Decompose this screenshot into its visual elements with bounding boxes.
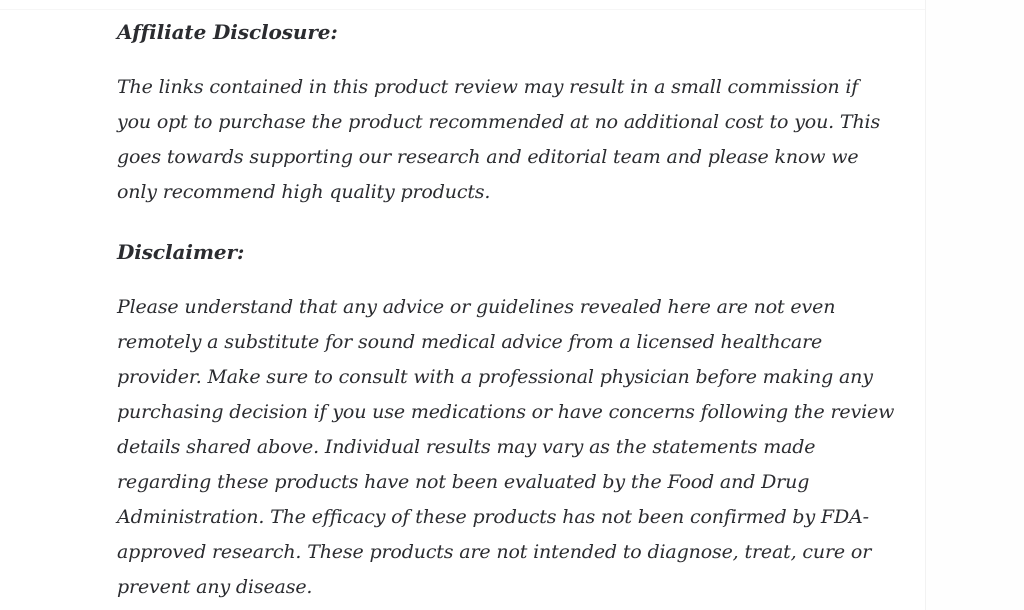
content-area: Affiliate Disclosure: The links containe… (0, 0, 926, 610)
disclaimer-paragraph: Please understand that any advice or gui… (117, 296, 895, 598)
disclosure-article: Affiliate Disclosure: The links containe… (117, 20, 895, 598)
affiliate-disclosure-heading: Affiliate Disclosure: (117, 20, 338, 44)
affiliate-disclosure-paragraph: The links contained in this product revi… (117, 76, 881, 203)
disclaimer-heading: Disclaimer: (117, 240, 245, 264)
top-divider (0, 9, 925, 10)
